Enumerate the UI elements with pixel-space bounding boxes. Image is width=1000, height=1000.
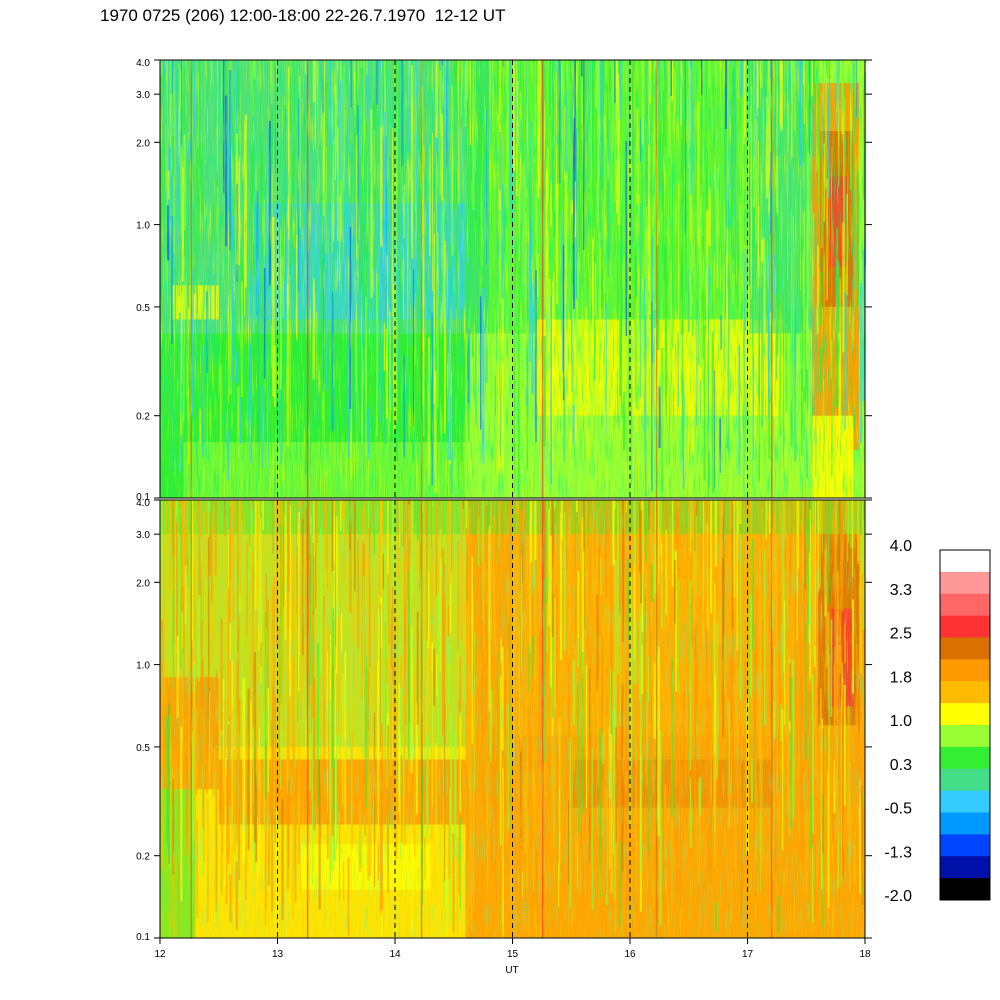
x-tick-label: 17 — [742, 949, 754, 960]
y-tick-label: 2.0 — [136, 138, 150, 149]
colorbar-swatch — [940, 659, 990, 682]
x-tick-label: 16 — [624, 949, 636, 960]
colorbar-labels: 4.0 3.3 2.5 1.8 1.0 0.3 -0.5 -1.3 -2.0 — [884, 538, 912, 905]
colorbar-label: 1.8 — [890, 669, 912, 686]
colorbar-label: 2.5 — [890, 626, 912, 643]
x-tick-label: 18 — [859, 949, 871, 960]
x-tick-label: 12 — [154, 949, 166, 960]
colorbar-swatch — [940, 615, 990, 638]
x-axis: 12 13 14 15 16 17 18 — [154, 938, 871, 960]
colorbar-swatch — [940, 571, 990, 595]
y-tick-label: 1.0 — [136, 221, 150, 232]
y-tick-label: 0.2 — [136, 412, 150, 423]
colorbar-swatch — [940, 703, 990, 726]
lower-hour-markers — [277, 500, 748, 938]
chart-title: 1970 0725 (206) 12:00-18:00 22-26.7.1970… — [100, 6, 506, 25]
x-axis-label: UT — [505, 965, 518, 976]
lower-spectrogram-panel: 0.1 0.2 0.5 1.0 2.0 3.0 4.0 — [136, 498, 872, 943]
colorbar-swatch — [940, 637, 990, 660]
x-tick-label: 13 — [272, 949, 284, 960]
y-tick-label: 1.0 — [136, 661, 150, 672]
colorbar-label: 1.0 — [890, 713, 912, 730]
colorbar-swatch — [940, 681, 990, 704]
y-tick-label: 3.0 — [136, 530, 150, 541]
colorbar-frame — [939, 549, 991, 901]
upper-spectrogram-panel: 0.1 0.2 0.5 1.0 2.0 3.0 4.0 — [136, 58, 872, 503]
upper-hour-markers — [277, 60, 748, 498]
colorbar-label: 3.3 — [890, 582, 912, 599]
y-tick-label: 0.5 — [136, 303, 150, 314]
colorbar-swatch — [940, 593, 990, 617]
upper-streak — [865, 60, 867, 63]
y-tick-label: 2.0 — [136, 578, 150, 589]
y-tick-label: 3.0 — [136, 90, 150, 101]
y-tick-label: 0.1 — [136, 492, 150, 503]
colorbar-swatch — [940, 746, 990, 770]
y-tick-label: 0.5 — [136, 743, 150, 754]
colorbar-swatch — [940, 878, 990, 901]
colorbar-swatch — [940, 725, 990, 748]
y-tick-label: 4.0 — [136, 58, 150, 69]
colorbar-swatch — [940, 768, 990, 792]
colorbar-label: -2.0 — [884, 888, 912, 905]
colorbar — [939, 549, 991, 901]
colorbar-swatch — [940, 834, 990, 857]
colorbar-swatch — [940, 856, 990, 879]
y-tick-label: 4.0 — [136, 498, 150, 509]
x-tick-label: 14 — [389, 949, 401, 960]
x-tick-label: 15 — [507, 949, 519, 960]
colorbar-swatch — [940, 790, 990, 813]
colorbar-label: 0.3 — [890, 757, 912, 774]
colorbar-label: -1.3 — [884, 844, 912, 861]
colorbar-swatch — [940, 812, 990, 835]
colorbar-swatch — [940, 550, 990, 573]
upper-frame — [159, 59, 866, 499]
y-tick-label: 0.1 — [136, 932, 150, 943]
colorbar-label: 4.0 — [890, 538, 912, 555]
upper-y-axis: 0.1 0.2 0.5 1.0 2.0 3.0 4.0 — [136, 58, 872, 503]
lower-y-axis: 0.1 0.2 0.5 1.0 2.0 3.0 4.0 — [136, 498, 872, 943]
colorbar-label: -0.5 — [884, 801, 912, 818]
y-tick-label: 0.2 — [136, 852, 150, 863]
